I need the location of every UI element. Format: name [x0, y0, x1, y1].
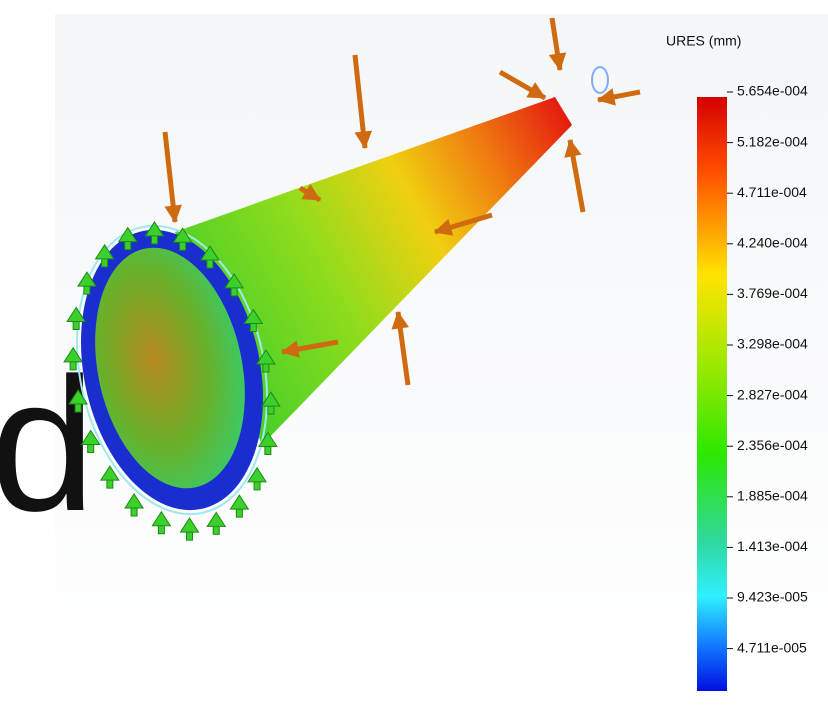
legend-title: URES (mm): [666, 33, 741, 49]
legend-label: 5.182e-004: [737, 133, 808, 149]
legend-label: 2.356e-004: [737, 437, 808, 453]
legend-label: 4.240e-004: [737, 235, 808, 251]
legend-label: 3.769e-004: [737, 285, 808, 301]
screenshot: d URES (mm) 5.654e-004 5.182e-004 4.711e-0…: [0, 0, 828, 719]
legend-label: 9.423e-005: [737, 589, 808, 605]
side-text: d: [0, 339, 96, 551]
legend-label: 2.827e-004: [737, 386, 808, 402]
legend-label: 1.413e-004: [737, 538, 808, 554]
color-bar: [697, 97, 727, 691]
legend-label: 5.654e-004: [737, 83, 808, 99]
legend-label: 3.298e-004: [737, 336, 808, 352]
legend-label: 4.711e-005: [737, 639, 807, 655]
legend-label: 4.711e-004: [737, 184, 807, 200]
page: d URES (mm) 5.654e-004 5.182e-004 4.711e-0…: [0, 0, 828, 719]
legend-label: 1.885e-004: [737, 488, 808, 504]
